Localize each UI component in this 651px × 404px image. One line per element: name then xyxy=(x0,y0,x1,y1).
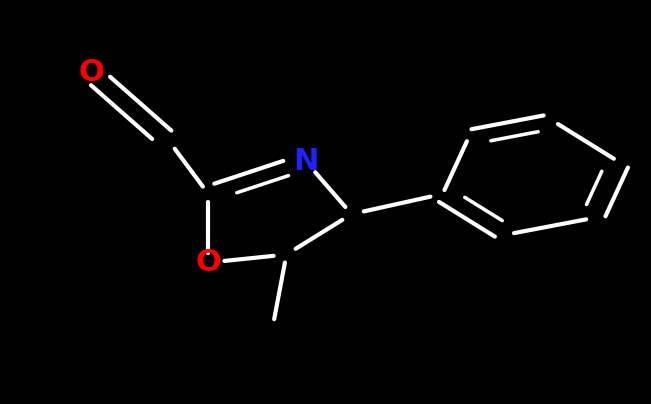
Text: N: N xyxy=(294,147,318,176)
Text: O: O xyxy=(195,248,221,277)
Text: O: O xyxy=(78,58,104,87)
